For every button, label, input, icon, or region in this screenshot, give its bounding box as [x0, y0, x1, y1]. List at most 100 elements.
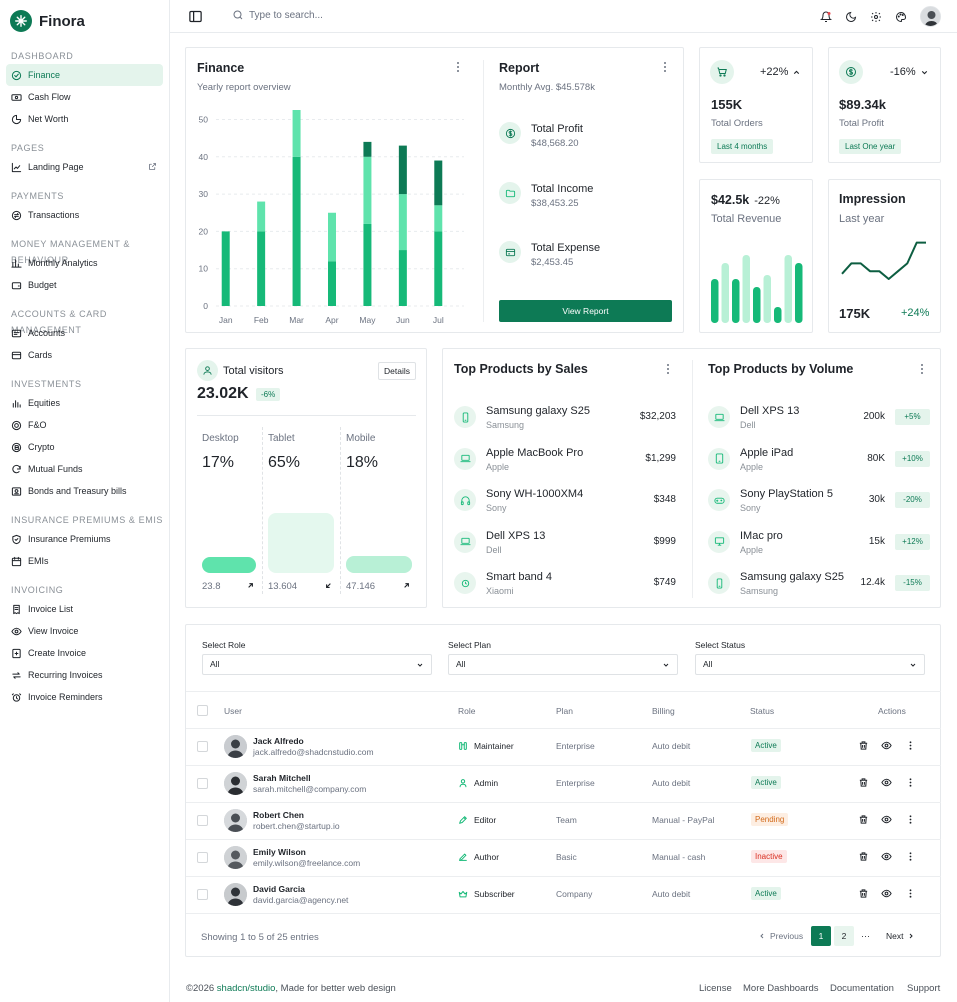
sidebar-item-mutual-funds[interactable]: Mutual Funds — [6, 458, 163, 480]
sidebar-item-invoice-list[interactable]: Invoice List — [6, 598, 163, 620]
search-input[interactable]: Type to search... — [249, 9, 323, 21]
more-vertical-icon[interactable] — [905, 851, 916, 862]
trash-icon[interactable] — [858, 888, 869, 899]
details-button[interactable]: Details — [378, 362, 416, 380]
page-1-button[interactable]: 1 — [811, 926, 831, 946]
bar-apr-s1[interactable] — [328, 212, 336, 262]
bar-mar-s0[interactable] — [292, 156, 301, 306]
product-name[interactable]: Apple iPad — [740, 446, 794, 459]
sidebar-item-crypto[interactable]: Crypto — [6, 436, 163, 458]
sidebar-item-landing-page[interactable]: Landing Page — [6, 156, 163, 178]
sidebar-item-invoice-reminders[interactable]: Invoice Reminders — [6, 686, 163, 708]
bar-feb-s1[interactable] — [257, 201, 266, 232]
sidebar-item-recurring-invoices[interactable]: Recurring Invoices — [6, 664, 163, 686]
col-role[interactable]: Role — [458, 706, 476, 716]
product-name[interactable]: Sony WH-1000XM4 — [486, 488, 584, 500]
bar-jun-s1[interactable] — [398, 194, 407, 251]
sidebar-item-insurance-premiums[interactable]: Insurance Premiums — [6, 528, 163, 550]
row-checkbox[interactable] — [197, 741, 208, 752]
bar-jul-s1[interactable] — [434, 205, 443, 232]
filter-select-role[interactable]: All — [202, 654, 432, 675]
sidebar-item-cards[interactable]: Cards — [6, 344, 163, 366]
bar-jun-s0[interactable] — [398, 250, 407, 306]
filter-select-plan[interactable]: All — [448, 654, 678, 675]
notification-bell-icon[interactable] — [820, 11, 832, 23]
bar-mar-s1[interactable] — [292, 110, 301, 157]
filter-select-status[interactable]: All — [695, 654, 925, 675]
row-checkbox[interactable] — [197, 778, 208, 789]
row-checkbox[interactable] — [197, 889, 208, 900]
theme-moon-icon[interactable] — [845, 11, 857, 23]
page-2-button[interactable]: 2 — [834, 926, 854, 946]
eye-icon[interactable] — [881, 740, 892, 751]
top-volume-menu-icon[interactable] — [917, 363, 927, 375]
product-name[interactable]: Apple MacBook Pro — [486, 446, 584, 459]
product-name[interactable]: Samsung galaxy S25 — [740, 571, 844, 583]
trash-icon[interactable] — [858, 740, 869, 751]
more-vertical-icon[interactable] — [905, 814, 916, 825]
user-name[interactable]: Jack Alfredo — [253, 736, 304, 746]
sidebar-item-monthly-analytics[interactable]: Monthly Analytics — [6, 252, 163, 274]
next-page-button[interactable]: Next — [886, 931, 915, 941]
sidebar-item-cash-flow[interactable]: Cash Flow — [6, 86, 163, 108]
sidebar-item-create-invoice[interactable]: Create Invoice — [6, 642, 163, 664]
trash-icon[interactable] — [858, 814, 869, 825]
footer-link-license[interactable]: License — [699, 983, 732, 994]
col-status[interactable]: Status — [750, 706, 775, 716]
bar-may-s1[interactable] — [363, 156, 372, 224]
report-menu-icon[interactable] — [660, 61, 670, 73]
bar-jun-s2[interactable] — [398, 145, 407, 195]
sidebar-item-accounts[interactable]: Accounts — [6, 322, 163, 344]
sidebar-item-view-invoice[interactable]: View Invoice — [6, 620, 163, 642]
product-name[interactable]: Samsung galaxy S25 — [486, 405, 590, 417]
footer-link-support[interactable]: Support — [907, 983, 941, 994]
user-name[interactable]: David Garcia — [253, 884, 305, 894]
prev-page-button[interactable]: Previous — [758, 931, 803, 941]
brand[interactable]: Finora — [0, 0, 169, 42]
sidebar-item-budget[interactable]: Budget — [6, 274, 163, 296]
view-report-button[interactable]: View Report — [499, 300, 672, 322]
sidebar-item-emis[interactable]: EMIs — [6, 550, 163, 572]
search-bar[interactable]: Type to search... — [232, 9, 323, 21]
more-vertical-icon[interactable] — [905, 888, 916, 899]
sidebar-item-equities[interactable]: Equities — [6, 392, 163, 414]
product-name[interactable]: Sony PlayStation 5 — [740, 488, 833, 500]
sidebar-item-f-o[interactable]: F&O — [6, 414, 163, 436]
user-name[interactable]: Emily Wilson — [253, 847, 306, 857]
bar-jan-s0[interactable] — [221, 231, 230, 306]
studio-link[interactable]: shadcn/studio — [216, 983, 276, 994]
eye-icon[interactable] — [881, 814, 892, 825]
palette-icon[interactable] — [895, 11, 907, 23]
bar-jul-s0[interactable] — [434, 231, 443, 306]
footer-link-documentation[interactable]: Documentation — [830, 983, 894, 994]
product-name[interactable]: Dell XPS 13 — [486, 529, 546, 542]
more-vertical-icon[interactable] — [905, 740, 916, 751]
bar-apr-s0[interactable] — [328, 261, 336, 306]
eye-icon[interactable] — [881, 851, 892, 862]
user-name[interactable]: Sarah Mitchell — [253, 773, 311, 783]
user-avatar[interactable] — [920, 6, 941, 27]
more-vertical-icon[interactable] — [905, 777, 916, 788]
eye-icon[interactable] — [881, 888, 892, 899]
row-checkbox[interactable] — [197, 815, 208, 826]
product-name[interactable]: Dell XPS 13 — [740, 405, 800, 417]
col-user[interactable]: User — [224, 706, 242, 716]
user-name[interactable]: Robert Chen — [253, 810, 304, 820]
settings-gear-icon[interactable] — [870, 11, 882, 23]
bar-may-s0[interactable] — [363, 223, 372, 306]
sidebar-toggle-icon[interactable] — [188, 9, 203, 24]
col-billing[interactable]: Billing — [652, 706, 675, 716]
finance-menu-icon[interactable] — [453, 61, 463, 73]
select-all-checkbox[interactable] — [197, 705, 208, 716]
bar-jul-s2[interactable] — [434, 160, 443, 206]
sidebar-item-transactions[interactable]: Transactions — [6, 204, 163, 226]
sidebar-item-net-worth[interactable]: Net Worth — [6, 108, 163, 130]
bar-feb-s0[interactable] — [257, 231, 266, 306]
col-plan[interactable]: Plan — [556, 706, 574, 716]
top-sales-menu-icon[interactable] — [663, 363, 673, 375]
product-name[interactable]: IMac pro — [740, 529, 783, 542]
product-name[interactable]: Smart band 4 — [486, 571, 553, 583]
row-checkbox[interactable] — [197, 852, 208, 863]
bar-may-s2[interactable] — [363, 141, 372, 157]
eye-icon[interactable] — [881, 777, 892, 788]
